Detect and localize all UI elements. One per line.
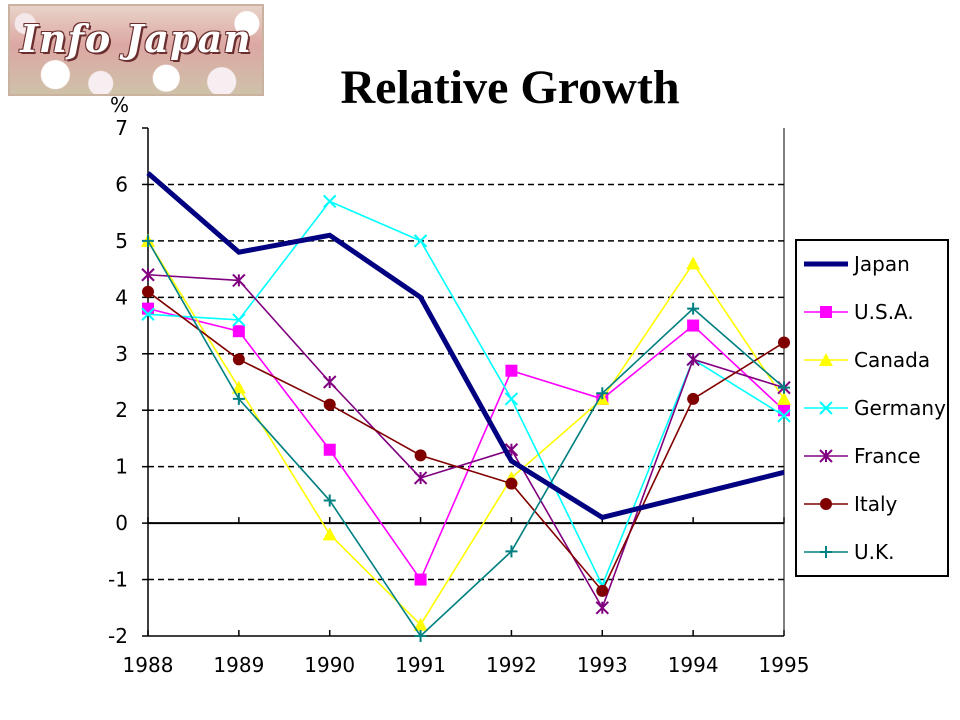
legend-label-italy: Italy	[854, 492, 898, 516]
legend-marker-uk	[820, 546, 832, 558]
y-tick-label: -2	[108, 624, 128, 648]
x-tick-label: 1995	[759, 653, 810, 677]
y-unit-label: %	[110, 93, 129, 117]
data-point-italy	[596, 584, 609, 597]
data-point-germany	[232, 313, 246, 327]
legend-marker-canada	[819, 353, 833, 366]
data-point-uk	[505, 545, 518, 558]
data-point-uk	[414, 630, 427, 642]
series-line-uk	[147, 240, 785, 638]
legend-label-uk: U.K.	[854, 540, 894, 564]
data-point-italy	[142, 285, 154, 298]
data-point-germany	[504, 392, 519, 406]
cherry-blossom-decoration	[10, 6, 262, 94]
data-point-canada	[413, 617, 428, 631]
legend-marker-usa	[820, 306, 832, 318]
data-point-france	[141, 268, 155, 282]
y-tick-label: 3	[115, 342, 128, 366]
data-point-france	[232, 273, 246, 288]
series-line-italy	[147, 291, 785, 593]
y-tick-label: -1	[108, 568, 128, 592]
y-tick-label: 1	[115, 455, 128, 479]
data-point-france	[323, 375, 337, 389]
info-japan-logo: Info Japan	[8, 4, 264, 96]
data-point-uk	[596, 387, 609, 400]
series-line-france	[147, 273, 785, 610]
data-point-germany	[777, 409, 791, 423]
y-tick-label: 6	[115, 172, 128, 196]
y-tick-label: 5	[115, 229, 128, 253]
page-title: Relative Growth	[340, 61, 680, 114]
logo-wordmark: Info Japan	[20, 16, 252, 61]
legend-label-germany: Germany	[854, 396, 946, 420]
data-point-france	[413, 471, 428, 485]
data-point-uk	[142, 234, 154, 247]
data-point-usa	[414, 573, 427, 586]
legend-label-france: France	[854, 444, 921, 468]
series-line-usa	[147, 307, 785, 582]
data-point-usa	[232, 325, 245, 338]
legend-label-usa: U.S.A.	[854, 300, 914, 324]
data-point-italy	[505, 477, 518, 490]
x-tick-label: 1992	[486, 653, 537, 677]
legend-marker-france	[819, 449, 833, 463]
x-tick-label: 1988	[123, 653, 174, 677]
data-point-usa	[323, 443, 336, 456]
x-tick-label: 1994	[668, 653, 719, 677]
data-point-italy	[414, 449, 427, 462]
data-point-uk	[323, 494, 336, 507]
data-point-canada	[686, 256, 701, 270]
data-point-canada	[777, 391, 791, 405]
data-point-germany	[413, 234, 428, 248]
data-point-france	[595, 601, 609, 615]
data-point-usa	[142, 302, 154, 315]
x-tick-label: 1991	[395, 653, 446, 677]
data-point-canada	[231, 380, 246, 394]
x-tick-label: 1989	[213, 653, 264, 677]
data-point-usa	[778, 404, 790, 417]
y-tick-label: 4	[115, 285, 128, 309]
series-line-canada	[147, 240, 785, 626]
x-tick-label: 1993	[577, 653, 628, 677]
data-point-uk	[232, 392, 245, 405]
data-point-canada	[322, 527, 337, 541]
x-tick-label: 1990	[304, 653, 355, 677]
legend-label-japan: Japan	[852, 252, 910, 276]
data-point-france	[686, 352, 700, 367]
legend-marker-germany	[819, 401, 833, 415]
series-line-japan	[146, 171, 785, 521]
data-point-uk	[778, 381, 790, 394]
data-point-italy	[323, 398, 336, 411]
data-point-uk	[687, 302, 700, 315]
y-tick-label: 7	[115, 116, 128, 140]
legend-label-canada: Canada	[854, 348, 930, 372]
series-line-germany	[147, 200, 785, 588]
data-point-italy	[232, 353, 245, 366]
data-point-germany	[141, 307, 155, 321]
y-tick-label: 2	[115, 398, 128, 422]
data-point-italy	[687, 392, 700, 405]
data-point-usa	[687, 319, 700, 332]
legend-marker-italy	[820, 498, 832, 510]
data-point-italy	[778, 336, 790, 349]
data-point-usa	[505, 364, 518, 377]
y-tick-label: 0	[115, 511, 128, 535]
data-point-germany	[323, 194, 337, 209]
